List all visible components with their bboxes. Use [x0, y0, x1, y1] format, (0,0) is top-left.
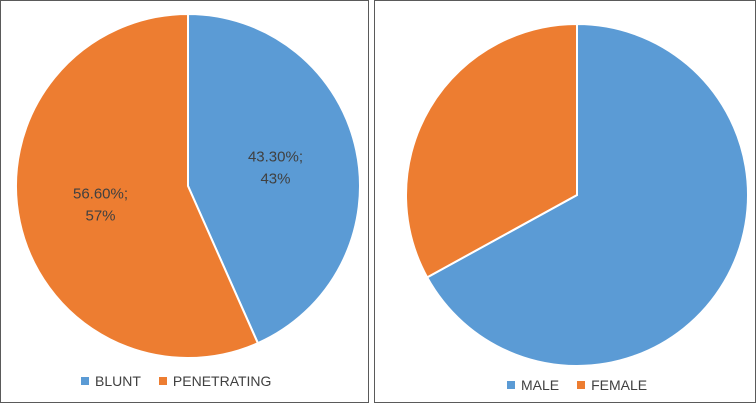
pie-chart-mechanism: 43.30%; 43% 56.60%; 57% — [15, 12, 361, 359]
legend-swatch-male — [507, 381, 515, 389]
pie-chart-gender — [405, 22, 749, 367]
legend-item-penetrating: PENETRATING — [158, 373, 272, 389]
pie-slice-blunt — [187, 12, 361, 345]
data-label-penetrating: 56.60%; 57% — [73, 186, 128, 225]
legend-mechanism: BLUNT PENETRATING — [81, 373, 283, 389]
legend-label-blunt: BLUNT — [95, 373, 141, 389]
legend-swatch-penetrating — [158, 377, 167, 385]
legend-label-penetrating: PENETRATING — [172, 373, 272, 389]
legend-item-female: FEMALE — [577, 377, 647, 393]
legend-label-male: MALE — [521, 377, 560, 393]
legend-item-blunt: BLUNT — [81, 373, 141, 389]
legend-swatch-female — [577, 381, 586, 389]
chart-panel-gender: MALE FEMALE — [374, 0, 756, 403]
pie-slice-male — [425, 22, 749, 367]
legend-label-female: FEMALE — [591, 377, 648, 393]
data-label-blunt: 43.30%; 43% — [248, 148, 303, 187]
legend-item-male: MALE — [507, 377, 559, 393]
legend-gender: MALE FEMALE — [507, 377, 659, 393]
chart-panel-mechanism: 43.30%; 43% 56.60%; 57% BLUNT PENETRATING — [0, 0, 369, 403]
legend-swatch-blunt — [81, 377, 89, 385]
pie-slice-female — [405, 22, 578, 279]
pie-slice-penetrating — [15, 12, 260, 359]
